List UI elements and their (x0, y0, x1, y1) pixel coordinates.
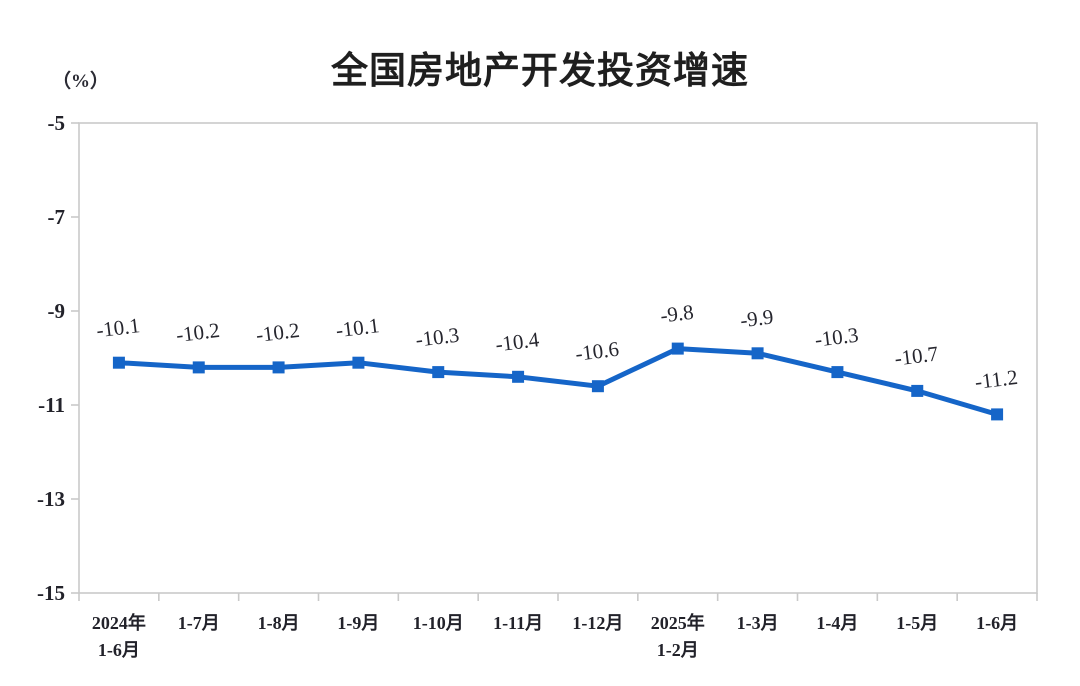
data-label: -11.2 (973, 365, 1019, 394)
data-point-marker (591, 380, 604, 393)
data-point-marker (911, 384, 924, 397)
x-axis-category-label: 1-11月 (493, 613, 543, 633)
x-axis-category-label: 1-7月 (178, 613, 220, 633)
x-axis-category-label: 1-3月 (737, 613, 779, 633)
data-point-marker (112, 356, 125, 369)
y-axis-tick-label: -7 (48, 205, 66, 229)
data-point-marker (432, 366, 445, 379)
data-label: -10.7 (893, 341, 939, 370)
x-axis-category-label: 1-5月 (896, 613, 938, 633)
data-label: -10.6 (574, 337, 620, 366)
x-axis-category-label: 1-6月 (976, 613, 1018, 633)
data-point-marker (831, 366, 844, 379)
y-axis-tick-label: -13 (37, 487, 65, 511)
data-label: -10.2 (255, 318, 301, 347)
data-label: -9.9 (739, 304, 775, 332)
x-axis-category-label: 2024年 (92, 612, 146, 633)
data-point-marker (751, 347, 764, 360)
series-line (116, 346, 1000, 417)
x-axis-category-label: 1-10月 (413, 613, 464, 633)
x-axis-category-label: 1-4月 (816, 613, 858, 633)
data-point-marker (352, 356, 365, 369)
data-label: -9.8 (659, 300, 695, 328)
data-label: -10.1 (334, 313, 380, 342)
x-axis-category-label: 1-12月 (572, 613, 623, 633)
plot-border (78, 122, 1038, 594)
y-axis-unit-label: （%） (52, 71, 110, 92)
y-axis-tick-label: -9 (48, 299, 66, 323)
y-axis-tick-label: -5 (48, 111, 66, 135)
data-label: -10.2 (175, 318, 221, 347)
data-label: -10.4 (494, 327, 541, 356)
data-point-marker (671, 342, 684, 355)
data-point-marker (512, 370, 525, 383)
data-label: -10.1 (95, 313, 141, 342)
data-label: -10.3 (414, 323, 460, 352)
x-axis-category-label: 1-6月 (98, 640, 140, 660)
y-axis-tick-label: -11 (38, 393, 65, 417)
x-axis-category-label: 1-8月 (258, 613, 300, 633)
chart-title: 全国房地产开发投资增速 (331, 49, 749, 92)
data-label: -10.3 (813, 323, 859, 352)
x-axis-category-label: 1-2月 (657, 640, 699, 660)
data-point-marker (991, 408, 1004, 421)
data-point-marker (192, 361, 205, 374)
x-axis-category-label: 2025年 (651, 612, 705, 633)
y-axis-tick-label: -15 (37, 581, 65, 605)
data-point-marker (272, 361, 285, 374)
x-axis-category-label: 1-9月 (337, 613, 379, 633)
